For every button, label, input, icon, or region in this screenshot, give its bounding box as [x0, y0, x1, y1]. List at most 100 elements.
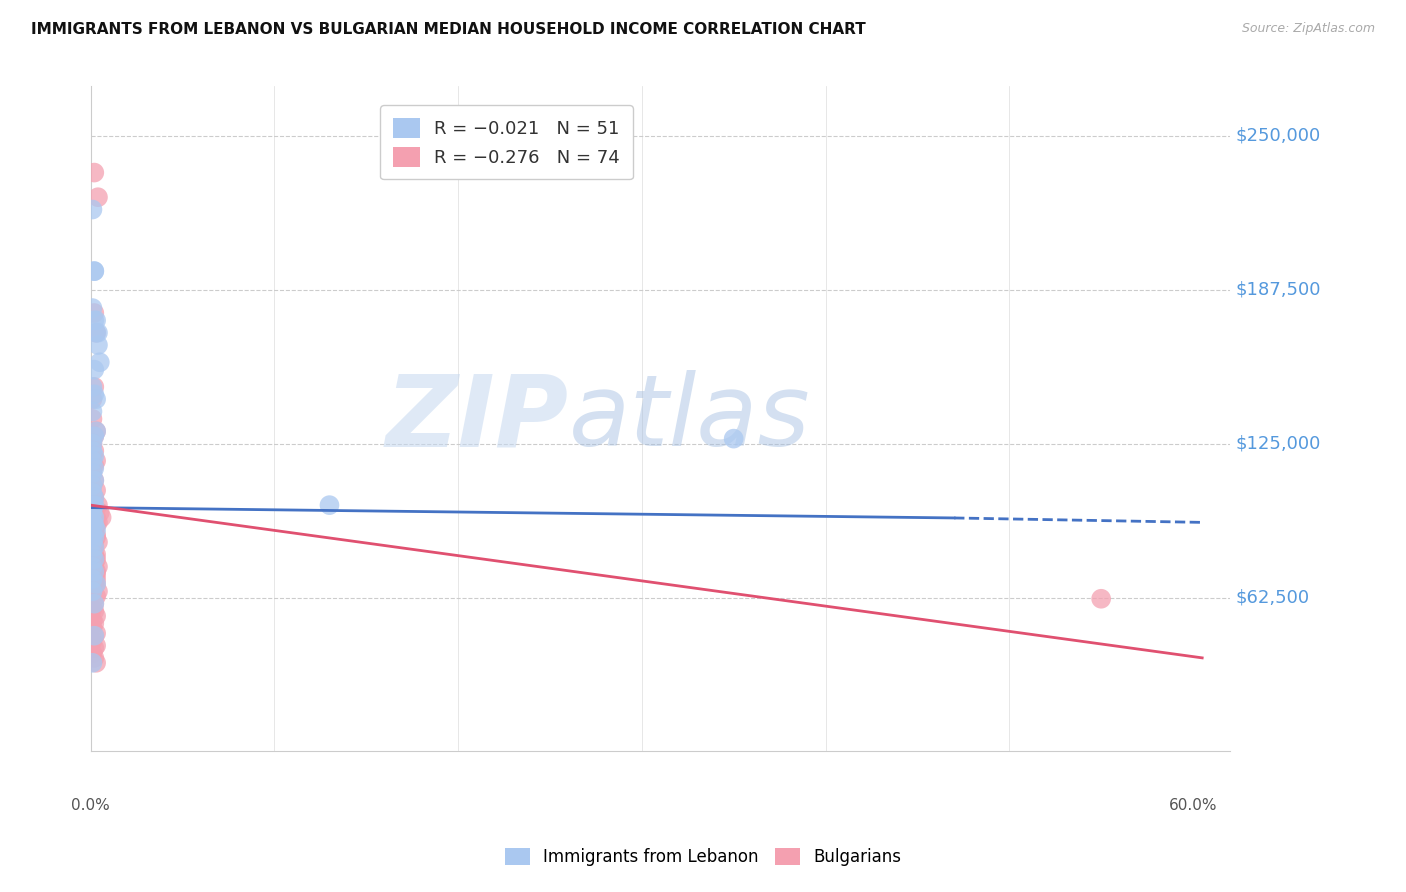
Point — [82, 656, 104, 670]
Point — [1090, 591, 1112, 606]
Point — [82, 454, 104, 468]
Point — [82, 584, 104, 599]
Point — [84, 392, 107, 407]
Point — [83, 629, 105, 643]
Point — [82, 498, 104, 512]
Point — [83, 313, 105, 327]
Point — [84, 523, 107, 537]
Point — [82, 380, 104, 394]
Point — [83, 516, 105, 530]
Point — [82, 498, 104, 512]
Point — [90, 510, 112, 524]
Point — [87, 584, 110, 599]
Point — [83, 565, 105, 579]
Point — [82, 436, 104, 450]
Point — [82, 301, 104, 315]
Point — [83, 429, 105, 443]
Point — [723, 432, 745, 446]
Point — [84, 424, 107, 438]
Text: $62,500: $62,500 — [1236, 589, 1309, 607]
Point — [83, 165, 105, 179]
Point — [87, 190, 110, 204]
Point — [82, 478, 104, 492]
Point — [82, 466, 104, 480]
Point — [82, 572, 104, 586]
Point — [82, 412, 104, 426]
Point — [84, 527, 107, 541]
Point — [83, 552, 105, 566]
Point — [84, 626, 107, 640]
Point — [82, 614, 104, 628]
Point — [83, 559, 105, 574]
Point — [84, 609, 107, 624]
Point — [82, 485, 104, 500]
Point — [83, 572, 105, 586]
Point — [318, 498, 340, 512]
Point — [83, 491, 105, 505]
Point — [82, 516, 104, 530]
Point — [82, 540, 104, 554]
Point — [83, 540, 105, 554]
Point — [82, 436, 104, 450]
Text: ZIP: ZIP — [387, 370, 569, 467]
Point — [87, 498, 110, 512]
Point — [84, 639, 107, 653]
Point — [83, 548, 105, 562]
Point — [83, 474, 105, 488]
Point — [84, 454, 107, 468]
Point — [84, 510, 107, 524]
Point — [82, 503, 104, 517]
Text: 0.0%: 0.0% — [72, 798, 110, 813]
Point — [83, 540, 105, 554]
Point — [83, 640, 105, 655]
Point — [82, 506, 104, 520]
Point — [83, 616, 105, 631]
Point — [82, 202, 104, 217]
Point — [83, 523, 105, 537]
Point — [82, 535, 104, 549]
Point — [83, 429, 105, 443]
Point — [83, 510, 105, 524]
Text: 60.0%: 60.0% — [1168, 798, 1218, 813]
Point — [84, 567, 107, 582]
Point — [83, 604, 105, 618]
Point — [82, 646, 104, 660]
Point — [82, 565, 104, 579]
Point — [83, 461, 105, 475]
Point — [84, 424, 107, 438]
Point — [82, 404, 104, 418]
Point — [87, 326, 110, 340]
Point — [82, 508, 104, 522]
Legend: Immigrants from Lebanon, Bulgarians: Immigrants from Lebanon, Bulgarians — [498, 841, 908, 873]
Point — [89, 506, 111, 520]
Point — [82, 449, 104, 463]
Point — [82, 633, 104, 648]
Point — [83, 523, 105, 537]
Point — [83, 387, 105, 401]
Point — [84, 577, 107, 591]
Point — [82, 444, 104, 458]
Point — [87, 559, 110, 574]
Point — [83, 264, 105, 278]
Point — [83, 491, 105, 505]
Point — [83, 503, 105, 517]
Point — [83, 474, 105, 488]
Point — [84, 577, 107, 591]
Point — [82, 559, 104, 574]
Point — [83, 362, 105, 376]
Point — [83, 577, 105, 591]
Point — [82, 621, 104, 635]
Point — [83, 552, 105, 566]
Point — [82, 466, 104, 480]
Point — [83, 517, 105, 532]
Point — [84, 517, 107, 532]
Point — [87, 338, 110, 352]
Point — [83, 458, 105, 473]
Point — [83, 651, 105, 665]
Point — [83, 559, 105, 574]
Point — [84, 326, 107, 340]
Point — [83, 449, 105, 463]
Point — [84, 313, 107, 327]
Point — [87, 516, 110, 530]
Point — [84, 565, 107, 579]
